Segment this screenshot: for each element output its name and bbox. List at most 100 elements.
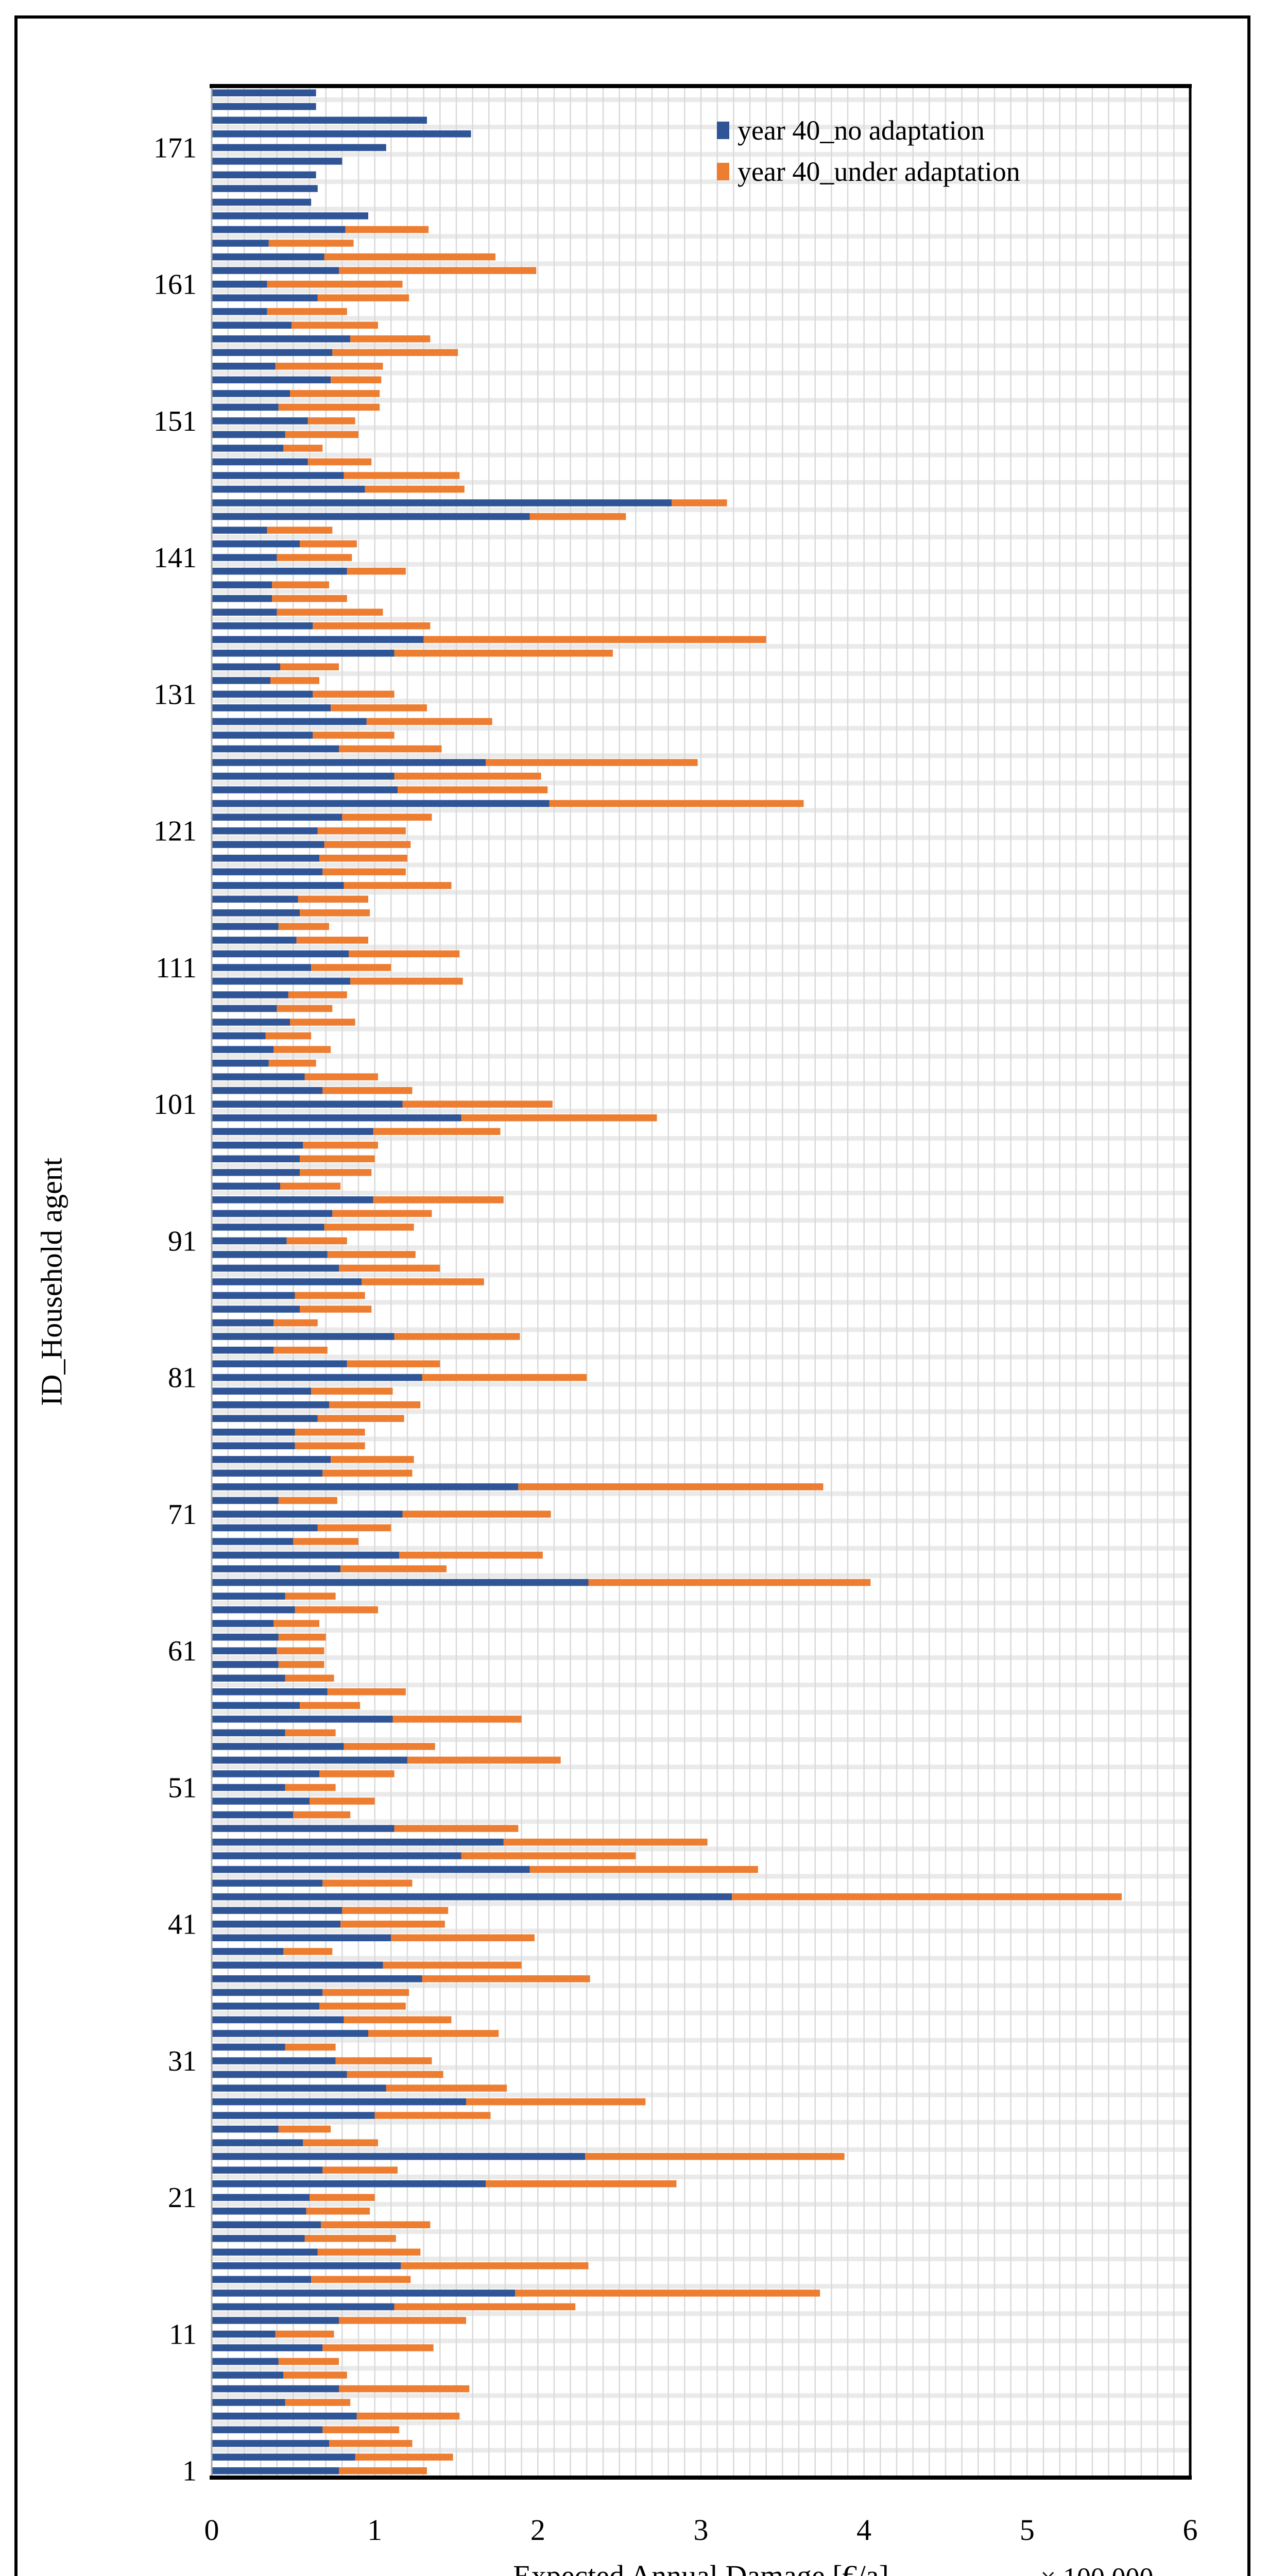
- bar-segment-no-adaptation: [212, 950, 349, 958]
- bar-segment-under-adaptation: [327, 1688, 406, 1696]
- bar-segment-under-adaptation: [319, 2003, 406, 2010]
- bar-segment-no-adaptation: [212, 363, 276, 370]
- legend-label: year 40_under adaptation: [738, 156, 1020, 187]
- bar-segment-under-adaptation: [285, 1674, 334, 1682]
- bar-segment-under-adaptation: [296, 937, 368, 944]
- bar-segment-no-adaptation: [212, 540, 300, 548]
- bar-segment-under-adaptation: [280, 1182, 341, 1190]
- bar-segment-no-adaptation: [212, 1538, 294, 1545]
- bar-segment-under-adaptation: [335, 2057, 432, 2064]
- bar-segment-under-adaptation: [293, 1811, 351, 1819]
- bar-segment-no-adaptation: [212, 704, 331, 711]
- bar-segment-no-adaptation: [212, 1374, 422, 1381]
- bar-segment-under-adaptation: [278, 923, 329, 930]
- bar-segment-under-adaptation: [355, 2453, 453, 2461]
- bar-segment-no-adaptation: [212, 89, 316, 97]
- bar-segment-under-adaptation: [286, 1237, 347, 1245]
- bar-segment-under-adaptation: [291, 321, 378, 329]
- bar-segment-under-adaptation: [317, 2248, 421, 2256]
- bar-segment-under-adaptation: [401, 2262, 589, 2269]
- bar-segment-no-adaptation: [212, 267, 339, 274]
- bar-segment-under-adaptation: [461, 1114, 657, 1122]
- bar-segment-no-adaptation: [212, 527, 267, 534]
- bar-segment-no-adaptation: [212, 2276, 312, 2283]
- bar-segment-no-adaptation: [212, 1798, 310, 1805]
- bar-segment-under-adaptation: [311, 1387, 393, 1395]
- bar-segment-no-adaptation: [212, 1975, 422, 1982]
- bar-segment-under-adaptation: [268, 240, 354, 247]
- bar-segment-no-adaptation: [212, 103, 316, 110]
- bar-segment-no-adaptation: [212, 745, 339, 753]
- bar-segment-under-adaptation: [283, 445, 323, 452]
- bar-segment-no-adaptation: [212, 1592, 285, 1600]
- bar-segment-under-adaptation: [300, 909, 370, 917]
- bar-segment-no-adaptation: [212, 1743, 344, 1750]
- bar-segment-under-adaptation: [362, 1278, 484, 1285]
- bar-segment-under-adaptation: [331, 376, 382, 384]
- legend-entry-under-adaptation: year 40_under adaptation: [717, 158, 1020, 185]
- bar-segment-under-adaptation: [267, 308, 347, 315]
- x-tick-labels: 0 1 2 3 4 5 6: [204, 2513, 1198, 2547]
- bar-segment-under-adaptation: [313, 622, 431, 630]
- bar-segment-no-adaptation: [212, 2399, 285, 2406]
- bar-segment-under-adaptation: [283, 1948, 333, 1955]
- bar-segment-no-adaptation: [212, 2439, 329, 2447]
- bar-segment-no-adaptation: [212, 868, 323, 875]
- bar-segment-under-adaptation: [278, 1660, 324, 1668]
- bar-segment-no-adaptation: [212, 226, 346, 233]
- bar-segment-under-adaptation: [588, 1579, 871, 1586]
- bar-segment-under-adaptation: [273, 1046, 331, 1053]
- bar-segment-no-adaptation: [212, 1005, 277, 1012]
- y-tick-label: 1: [182, 2455, 197, 2487]
- x-tick-label: 3: [694, 2513, 709, 2547]
- bar-segment-no-adaptation: [212, 909, 300, 917]
- bar-segment-under-adaptation: [322, 1469, 413, 1477]
- bar-segment-under-adaptation: [313, 732, 395, 739]
- bar-segment-under-adaptation: [295, 1442, 365, 1450]
- bar-segment-no-adaptation: [212, 1934, 391, 1941]
- bar-segment-under-adaptation: [529, 1866, 758, 1873]
- bar-segment-under-adaptation: [347, 567, 406, 575]
- y-tick-label: 81: [168, 1362, 197, 1394]
- bar-segment-no-adaptation: [212, 1100, 403, 1108]
- bar-segment-no-adaptation: [212, 321, 292, 329]
- bar-segment-under-adaptation: [672, 499, 727, 506]
- bar-segment-under-adaptation: [391, 1934, 535, 1941]
- bar-segment-no-adaptation: [212, 1716, 393, 1723]
- bar-segment-no-adaptation: [212, 116, 427, 124]
- bar-segment-no-adaptation: [212, 636, 424, 643]
- bar-segment-no-adaptation: [212, 1511, 403, 1518]
- bar-segment-no-adaptation: [212, 1633, 279, 1641]
- bar-segment-under-adaptation: [340, 1920, 445, 1928]
- bar-segment-no-adaptation: [212, 1893, 732, 1901]
- y-tick-label: 171: [153, 132, 197, 164]
- bar-segment-no-adaptation: [212, 991, 288, 998]
- bar-segment-under-adaptation: [399, 1551, 543, 1559]
- bar-segment-no-adaptation: [212, 1456, 331, 1463]
- bar-segment-no-adaptation: [212, 1442, 295, 1450]
- y-axis-title: ID_Household agent: [35, 1158, 68, 1406]
- bar-segment-under-adaptation: [373, 1196, 504, 1204]
- bar-segment-no-adaptation: [212, 1784, 285, 1791]
- bar-segment-under-adaptation: [283, 2371, 347, 2379]
- bar-segment-no-adaptation: [212, 977, 351, 985]
- bar-segment-no-adaptation: [212, 1087, 323, 1094]
- bar-segment-no-adaptation: [212, 1237, 287, 1245]
- bar-segment-under-adaptation: [322, 2426, 400, 2433]
- bar-segment-no-adaptation: [212, 1360, 347, 1367]
- bar-segment-no-adaptation: [212, 2221, 321, 2229]
- y-tick-label: 121: [153, 816, 197, 848]
- bar-segment-under-adaptation: [303, 1141, 378, 1149]
- bar-segment-no-adaptation: [212, 158, 342, 165]
- bar-segment-no-adaptation: [212, 1551, 400, 1559]
- bar-segment-under-adaptation: [278, 403, 380, 411]
- bar-segment-under-adaptation: [303, 2139, 378, 2146]
- bar-segment-no-adaptation: [212, 1483, 519, 1490]
- bar-segment-no-adaptation: [212, 814, 342, 821]
- bar-segment-under-adaptation: [339, 2317, 466, 2324]
- bar-segment-no-adaptation: [212, 144, 386, 151]
- bar-segment-under-adaptation: [278, 1497, 337, 1504]
- x-tick-label: 4: [856, 2513, 871, 2547]
- y-tick-label: 61: [168, 1635, 197, 1667]
- bar-segment-under-adaptation: [300, 540, 357, 548]
